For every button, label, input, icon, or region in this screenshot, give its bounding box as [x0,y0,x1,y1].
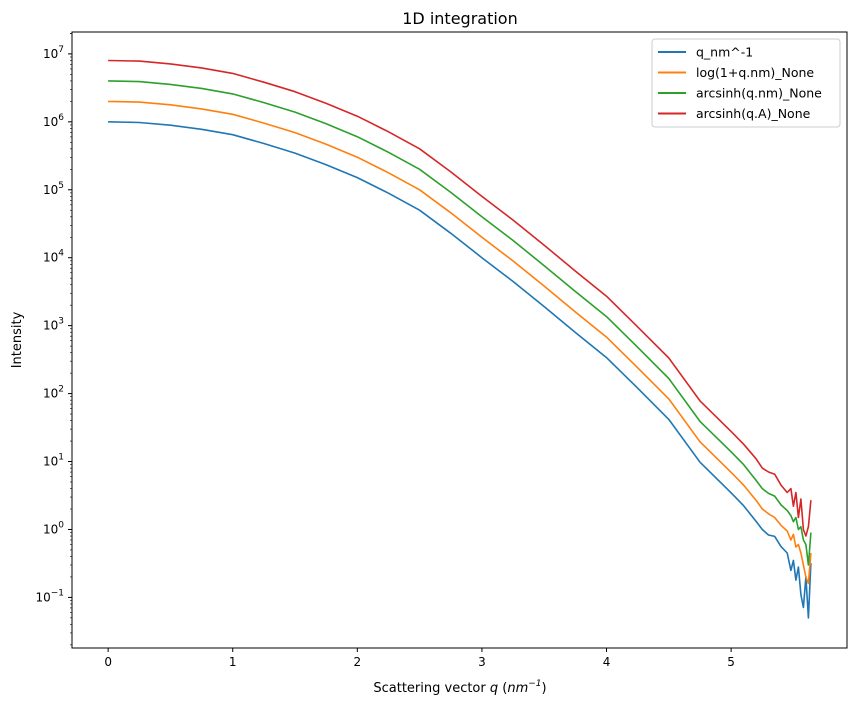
x-tick-label: 3 [478,655,486,669]
legend: q_nm^-1 log(1+q.nm)_None arcsinh(q.nm)_Non… [651,38,841,128]
y-tick-label: 107 [43,45,64,61]
y-tick-label: 100 [43,520,64,536]
y-axis: 10−1 100 101 102 103 104 105 106 107 [35,33,72,646]
x-tick-label: 1 [229,655,237,669]
y-tick-label: 106 [43,113,64,129]
x-tick-label: 5 [727,655,735,669]
x-tick-label: 4 [603,655,611,669]
series-line-3 [108,59,812,537]
y-tick-label: 104 [43,249,64,265]
legend-label: arcsinh(q.nm)_None [696,86,822,101]
y-axis-label: Intensity [10,311,25,368]
x-axis-label: Scattering vector q (nm−1) [373,679,546,696]
y-tick-label: 105 [43,181,64,197]
y-tick-label: 103 [43,317,64,333]
legend-label: arcsinh(q.A)_None [696,106,811,121]
y-tick-label: 10−1 [35,588,64,604]
x-axis: 0 1 2 3 4 5 [104,648,735,669]
x-tick-label: 0 [104,655,112,669]
plot-frame [71,31,848,649]
series-line-1 [108,100,812,585]
y-tick-label: 101 [43,453,64,469]
y-tick-label: 102 [43,385,64,401]
chart-title: 1D integration [402,9,517,28]
legend-label: log(1+q.nm)_None [696,65,814,80]
plot-lines [108,59,812,619]
x-tick-label: 2 [354,655,362,669]
series-line-0 [108,121,812,619]
legend-label: q_nm^-1 [696,45,753,60]
series-line-2 [108,80,812,566]
